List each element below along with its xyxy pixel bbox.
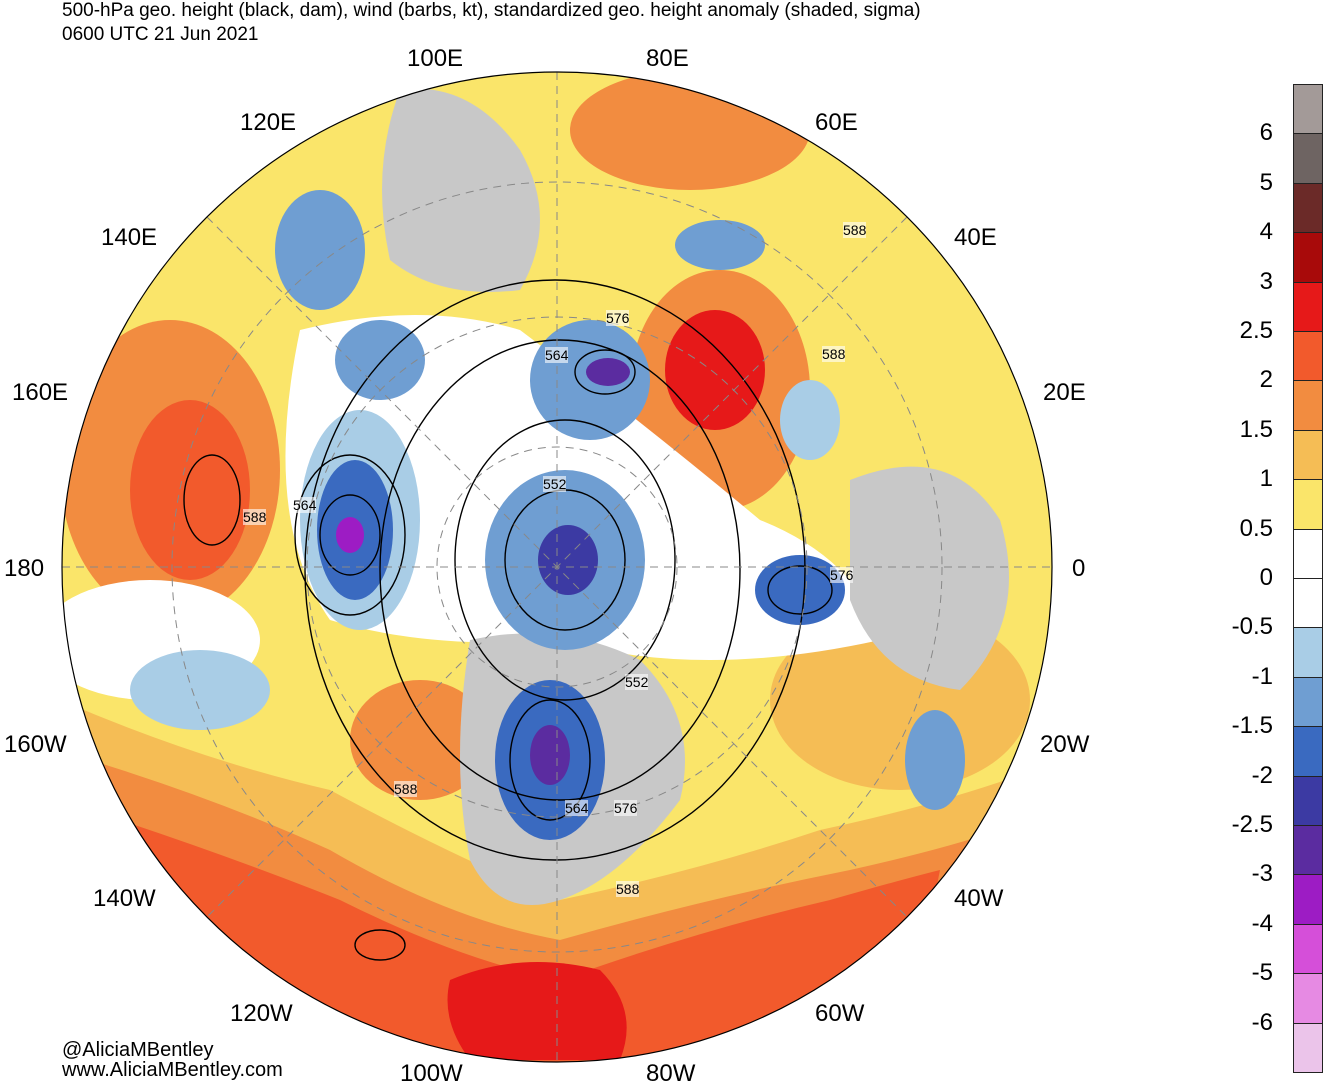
colorbar-label: -2: [1251, 761, 1273, 789]
colorbar: [1293, 84, 1323, 1073]
contour-label: 588: [822, 346, 846, 362]
land-siberia: [382, 88, 540, 292]
credit-website: www.AliciaMBentley.com: [62, 1059, 283, 1081]
colorbar-swatch: [1293, 726, 1323, 777]
contour-label: 576: [606, 310, 630, 326]
lon-label-40e: 40E: [954, 224, 997, 251]
land-greenland-europe: [850, 466, 1009, 690]
lon-label-160w: 160W: [4, 731, 67, 758]
colorbar-swatch: [1293, 281, 1323, 332]
lon-label-40w: 40W: [954, 885, 1004, 912]
colorbar-swatch: [1293, 479, 1323, 530]
contour-label: 552: [625, 674, 649, 690]
colorbar-swatch: [1293, 232, 1323, 283]
colorbar-label: 2.5: [1239, 317, 1273, 344]
lon-label-20w: 20W: [1040, 731, 1090, 758]
colorbar-swatch: [1293, 429, 1323, 481]
warm-anomaly-siberia: [570, 72, 810, 190]
cold-anomaly-north-pacific: [130, 650, 270, 730]
contour-label: 564: [293, 497, 317, 513]
contour-label: 552: [543, 476, 567, 492]
lon-label-100e: 100E: [407, 45, 464, 72]
lon-label-60w: 60W: [815, 1000, 865, 1027]
colorbar-swatch: [1293, 133, 1323, 184]
colorbar-label: -5: [1251, 959, 1273, 987]
colorbar-label: 6: [1259, 119, 1273, 147]
colorbar-label: -1.5: [1231, 712, 1273, 740]
colorbar-swatch: [1293, 528, 1323, 579]
warm-anomaly-west-pacific-core: [130, 400, 250, 580]
cold-anomaly-urals: [675, 220, 765, 270]
colorbar-swatch: [1293, 182, 1323, 234]
cold-anomaly-baltic: [780, 380, 840, 460]
colorbar-label: -6: [1251, 1008, 1273, 1036]
colorbar-label: 3: [1259, 267, 1273, 295]
lon-label-120w: 120W: [230, 1000, 293, 1027]
cold-anomaly-hudson-core: [530, 725, 570, 785]
colorbar-label: 5: [1259, 168, 1273, 196]
map-disc: [62, 72, 1052, 1062]
warm-anomaly-scandinavia-core: [665, 310, 765, 430]
colorbar-swatch: [1293, 84, 1323, 135]
lon-label-0: 0: [1072, 555, 1086, 582]
map-border: [61, 71, 1053, 1063]
colorbar-swatch: [1293, 676, 1323, 728]
lon-label-80w: 80W: [646, 1060, 696, 1087]
colorbar-swatch: [1293, 825, 1323, 876]
valid-time: 0600 UTC 21 Jun 2021: [62, 24, 259, 45]
contour-label: 564: [545, 347, 569, 363]
colorbar-label: -4: [1251, 909, 1273, 937]
colorbar-swatch: [1293, 1022, 1323, 1073]
colorbar-swatch: [1293, 973, 1323, 1024]
colorbar-label: 0: [1259, 564, 1273, 591]
lon-label-180: 180: [4, 555, 45, 582]
lon-label-140w: 140W: [93, 885, 156, 912]
colorbar-swatch: [1293, 775, 1323, 826]
contour-label: 588: [616, 881, 640, 897]
colorbar-swatch: [1293, 627, 1323, 678]
cold-anomaly-alaska-core: [336, 517, 364, 553]
colorbar-swatch: [1293, 578, 1323, 629]
contour-label: 576: [830, 567, 854, 583]
warm-anomaly-bering: [350, 680, 490, 800]
warm-anomaly-caribbean: [447, 962, 627, 1060]
cold-anomaly-kara-core: [586, 358, 630, 386]
lon-label-160e: 160E: [12, 379, 69, 406]
colorbar-swatch: [1293, 380, 1323, 431]
colorbar-label: -3: [1251, 860, 1273, 888]
colorbar-label: -1: [1251, 662, 1273, 690]
contour-label: 564: [565, 800, 589, 816]
contour-label: 576: [614, 800, 638, 816]
lon-label-120e: 120E: [240, 109, 297, 136]
colorbar-label: -2.5: [1231, 811, 1273, 838]
colorbar-swatch: [1293, 331, 1323, 382]
contour-label: 588: [843, 222, 867, 238]
colorbar-swatch: [1293, 874, 1323, 925]
colorbar-label: 2: [1259, 366, 1273, 394]
colorbar-label: 1: [1259, 465, 1273, 493]
lon-label-100w: 100W: [400, 1060, 463, 1087]
colorbar-swatch: [1293, 923, 1323, 975]
height-contours: [183, 279, 833, 961]
colorbar-label: -0.5: [1231, 613, 1273, 641]
lon-label-20e: 20E: [1043, 379, 1086, 406]
chart-title: 500-hPa geo. height (black, dam), wind (…: [62, 0, 921, 21]
lon-label-80e: 80E: [646, 45, 689, 72]
colorbar-label: 4: [1259, 218, 1273, 246]
contour-label: 588: [243, 509, 267, 525]
colorbar-label: 1.5: [1239, 415, 1273, 443]
cold-anomaly-atlantic: [905, 710, 965, 810]
colorbar-label: 0.5: [1239, 514, 1273, 542]
cold-anomaly-pole-core: [538, 525, 598, 595]
lon-label-140e: 140E: [101, 224, 158, 251]
cold-anomaly-east-siberia: [275, 190, 365, 310]
lon-label-60e: 60E: [815, 109, 858, 136]
graticule: [62, 72, 1052, 1062]
contour-label: 588: [394, 781, 418, 797]
credit-twitter: @AliciaMBentley: [62, 1039, 214, 1061]
